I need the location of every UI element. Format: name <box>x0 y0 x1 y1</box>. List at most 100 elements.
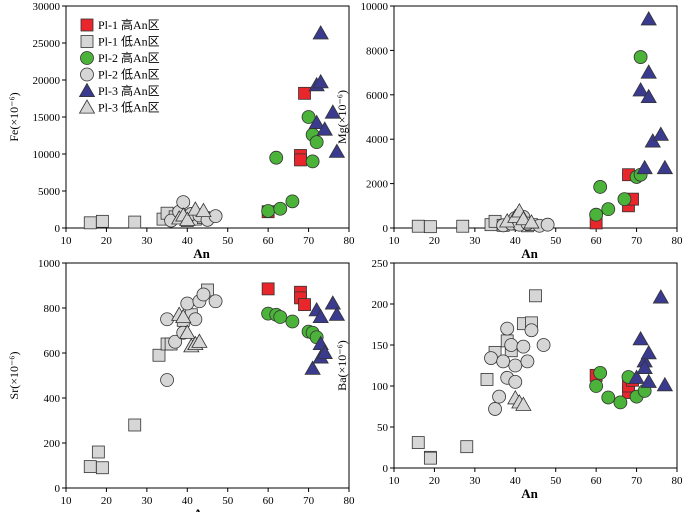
x-tick-label: 80 <box>344 495 356 507</box>
data-point <box>640 373 657 388</box>
data-point <box>195 202 212 218</box>
data-point <box>656 376 674 392</box>
data-point <box>411 436 425 449</box>
data-point <box>601 202 616 217</box>
y-tick-label: 20000 <box>33 75 61 87</box>
data-point <box>316 121 333 136</box>
x-axis-label: An <box>521 486 538 501</box>
y-tick-label: 50 <box>377 422 389 434</box>
ba-panel: 10 20 30 40 50 60 70 80 0 50 100 150 200 250 An Ba(×10⁻… <box>335 258 683 501</box>
x-tick-label: 70 <box>303 495 315 507</box>
data-point <box>83 460 97 474</box>
x-tick-label: 70 <box>303 235 315 247</box>
y-tick-label: 15000 <box>33 112 61 124</box>
y-tick-label: 2000 <box>366 179 389 191</box>
legend-label: Pl-3 低An区 <box>98 101 160 115</box>
data-point <box>536 338 551 352</box>
data-point <box>128 418 142 432</box>
y-tick-label: 0 <box>383 463 389 475</box>
data-point <box>188 312 203 327</box>
y-axis-label: Fe(×10⁻⁶) <box>7 92 21 141</box>
data-point <box>316 344 333 360</box>
x-tick-label: 20 <box>101 235 113 247</box>
data-point <box>496 354 511 369</box>
data-point <box>524 323 539 338</box>
x-tick-label: 40 <box>510 235 522 247</box>
data-point <box>633 50 648 64</box>
legend-marker <box>78 82 96 98</box>
legend-label: Pl-3 高An区 <box>98 83 160 98</box>
plot-frame <box>65 262 350 489</box>
y-tick-label: 600 <box>44 348 61 360</box>
data-point <box>294 153 307 167</box>
x-tick-label: 30 <box>141 495 153 507</box>
series <box>261 110 324 218</box>
series <box>83 283 214 475</box>
data-point <box>301 110 316 124</box>
data-point <box>309 135 324 150</box>
data-point <box>175 308 192 324</box>
series <box>171 201 212 226</box>
data-point <box>640 88 657 104</box>
data-point <box>500 321 515 336</box>
data-point <box>492 389 507 404</box>
data-point <box>484 351 498 366</box>
y-tick-label: 100 <box>372 381 389 393</box>
data-point <box>523 214 540 229</box>
x-tick-label: 80 <box>672 475 684 487</box>
data-point <box>515 396 532 411</box>
x-tick-label: 60 <box>591 235 603 247</box>
x-tick-label: 60 <box>591 475 603 487</box>
legend-item: Pl-2 低An区 <box>80 68 160 82</box>
data-point <box>328 306 346 321</box>
data-point <box>95 214 109 228</box>
y-tick-label: 8000 <box>366 45 389 57</box>
data-point <box>305 154 320 169</box>
data-point <box>269 150 284 165</box>
data-point <box>208 294 223 309</box>
y-tick-label: 150 <box>372 340 389 352</box>
sr-panel: 102030405060708002004006008001000AnSr(×1… <box>7 258 355 512</box>
data-point <box>456 219 470 233</box>
series <box>160 287 223 387</box>
data-point <box>298 298 311 312</box>
data-point <box>128 215 142 229</box>
x-tick-label: 50 <box>550 475 562 487</box>
data-point <box>312 308 329 324</box>
legend-label: Pl-2 高An区 <box>98 50 160 65</box>
data-point <box>304 360 321 375</box>
x-axis-label: An <box>193 506 210 512</box>
y-tick-label: 5000 <box>38 186 61 198</box>
legend-marker <box>80 35 94 48</box>
y-tick-label: 6000 <box>366 90 389 102</box>
y-tick-label: 4000 <box>366 134 389 146</box>
data-point <box>312 25 329 40</box>
data-point <box>593 365 608 380</box>
x-tick-label: 80 <box>344 235 356 247</box>
legend-item: Pl-2 高An区 <box>80 50 160 65</box>
data-point <box>460 440 474 454</box>
x-tick-label: 30 <box>141 235 153 247</box>
data-point <box>285 194 300 209</box>
y-axis-label: Mg(×10⁻⁶) <box>335 90 349 144</box>
data-point <box>308 114 325 129</box>
legend-label: Pl-1 高An区 <box>98 17 160 32</box>
data-point <box>593 180 608 194</box>
data-point <box>152 348 166 362</box>
data-point <box>613 395 628 410</box>
x-tick-label: 50 <box>550 235 562 247</box>
series <box>261 306 324 345</box>
data-point <box>196 287 211 302</box>
data-point <box>176 195 191 210</box>
y-axis-label: Ba(×10⁻⁶) <box>335 340 349 391</box>
data-point <box>617 192 632 207</box>
data-point <box>640 344 657 360</box>
data-point <box>640 64 657 79</box>
data-point <box>411 219 425 233</box>
legend-item: Pl-3 低An区 <box>78 99 160 115</box>
data-point <box>656 159 674 175</box>
series <box>484 321 551 416</box>
data-point <box>652 126 670 141</box>
